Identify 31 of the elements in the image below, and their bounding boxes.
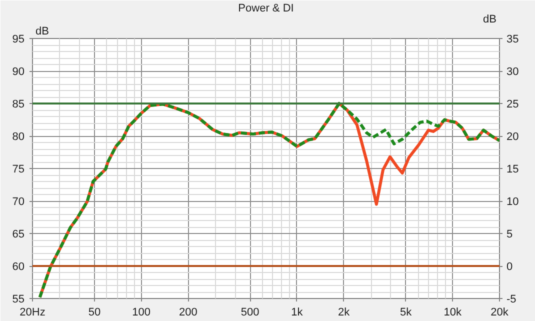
x-tick-label: 1k [291,306,304,318]
x-tick-label: 100 [132,306,150,318]
y2-tick-label: 0 [506,261,513,273]
y-tick-label: 90 [12,66,25,78]
y2-tick-label: 5 [506,228,513,240]
y2-tick-label: 20 [506,131,519,143]
y2-tick-label: 30 [506,66,519,78]
y2-axis-title: dB [483,14,497,26]
y2-tick-label: 10 [506,196,519,208]
x-tick-label: 500 [240,306,260,318]
x-tick-label: 5k [400,306,412,318]
y-tick-label: 85 [12,98,25,110]
y2-tick-label: 15 [506,164,519,176]
x-tick-label: 20k [490,306,509,318]
x-tick-label: 200 [178,306,198,318]
y-tick-label: 80 [12,131,25,143]
y2-tick-label: 35 [506,34,519,46]
y-tick-label: 60 [12,261,25,273]
y2-tick-label: -5 [506,294,516,306]
y-tick-label: 75 [12,164,25,176]
x-tick-label: 20Hz [20,306,46,318]
y2-tick-label: 25 [506,98,519,110]
y-tick-label: 65 [12,228,25,240]
x-tick-label: 50 [88,306,101,318]
x-tick-label: 10k [444,306,462,318]
y-axis-title: dB [36,26,49,38]
x-tick-label: 2k [338,306,350,318]
y-tick-label: 70 [12,196,25,208]
chart-title: Power & DI [238,2,294,14]
y-tick-label: 95 [12,34,25,46]
y-tick-label: 55 [12,294,25,306]
